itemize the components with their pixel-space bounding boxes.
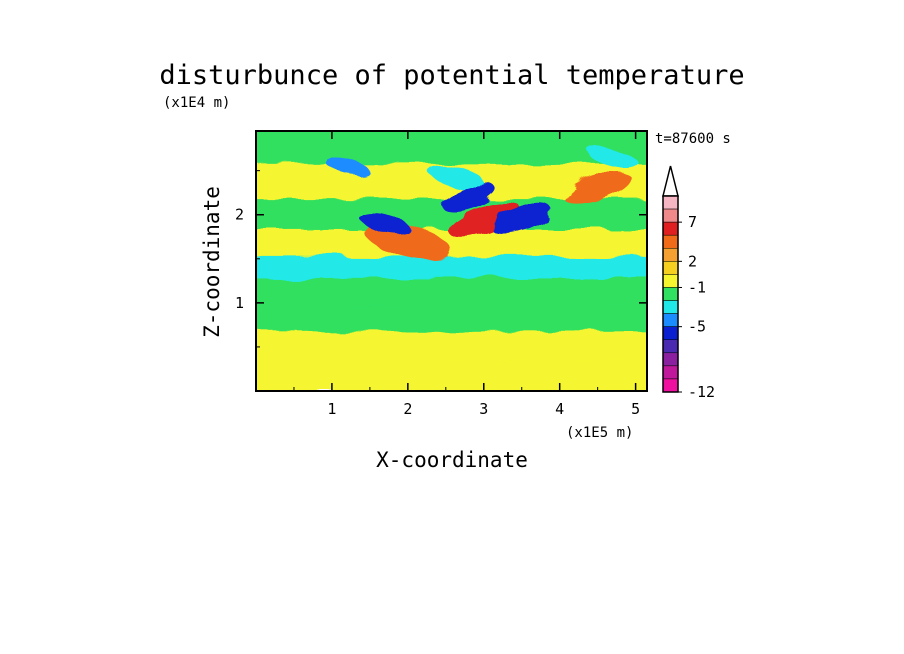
colorbar-segment (662, 339, 679, 354)
y-tick-label: 2 (235, 206, 244, 224)
y-axis-label: Z-coordinate (200, 186, 224, 338)
field-band (256, 252, 647, 279)
colorbar-segment (662, 352, 679, 367)
colorbar-tick-label: -5 (688, 318, 706, 336)
colorbar: 7 2 -1 -5 -12 (662, 165, 715, 401)
colorbar-tick-label: 2 (688, 252, 697, 270)
field-band (256, 327, 647, 363)
field-feature (325, 157, 369, 176)
x-tick-label: 3 (479, 400, 488, 418)
colorbar-tick-label: 7 (688, 213, 697, 231)
field-feature (360, 212, 410, 235)
colorbar-segment (662, 221, 679, 236)
chart-title: disturbunce of potential temperature (159, 60, 744, 91)
colorbar-segment (662, 313, 679, 327)
plot-frame (255, 130, 648, 392)
colorbar-segment (662, 208, 679, 223)
time-label: t=87600 s (655, 131, 731, 147)
colorbar-segment (662, 300, 679, 314)
colorbar-frame (662, 195, 679, 393)
colorbar-segment (662, 234, 679, 249)
colorbar-segment (662, 326, 679, 340)
y-tick-label: 1 (235, 294, 244, 312)
colorbar-segment (662, 287, 679, 301)
field-feature (587, 146, 638, 168)
field-band (256, 131, 647, 164)
x-axis-label: X-coordinate (376, 448, 528, 472)
field-band (256, 300, 647, 332)
field-band (256, 358, 647, 391)
colorbar-segment (662, 248, 679, 262)
x-tick-label: 2 (403, 400, 412, 418)
y-axis: 12 (235, 170, 647, 348)
x-axis-unit: (x1E5 m) (566, 425, 633, 441)
field-feature (491, 204, 553, 234)
x-tick-label: 4 (555, 400, 564, 418)
colorbar-tick-label: -1 (688, 278, 706, 296)
colorbar-segment (662, 378, 679, 393)
colorbar-segment (662, 274, 679, 288)
colorbar-segment (662, 195, 679, 210)
temperature-field (256, 131, 647, 391)
y-axis-unit: (x1E4 m) (163, 95, 230, 111)
field-feature (447, 201, 521, 237)
colorbar-segment (662, 261, 679, 275)
field-feature (429, 165, 486, 190)
colorbar-tick-label: -12 (688, 383, 715, 401)
colorbar-extend-arrow (662, 165, 679, 197)
field-layers (256, 131, 647, 391)
x-tick-label: 5 (631, 400, 640, 418)
x-tick-label: 1 (327, 400, 336, 418)
field-band (256, 274, 647, 305)
colorbar-segment (662, 365, 679, 380)
field-feature (441, 184, 497, 211)
field-feature (563, 172, 632, 205)
x-axis: 1 2 3 4 5 (293, 131, 640, 418)
